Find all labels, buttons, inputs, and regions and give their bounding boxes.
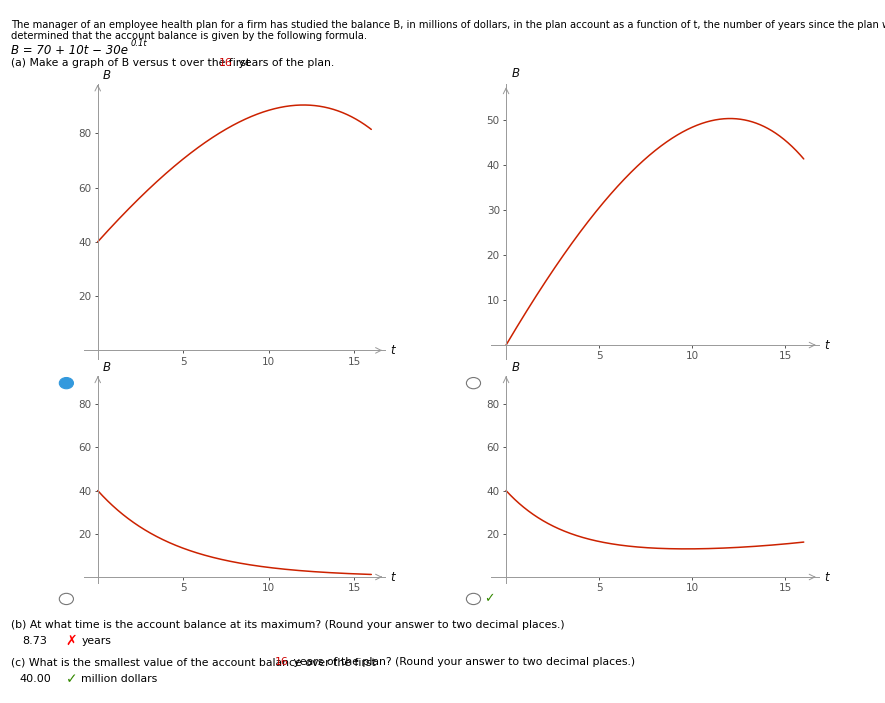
Text: 8.73: 8.73 [22,636,48,646]
Text: $t$: $t$ [390,344,397,357]
Text: $B$: $B$ [102,69,111,82]
Text: (a) Make a graph of B versus t over the first: (a) Make a graph of B versus t over the … [11,58,253,68]
Text: B = 70 + 10t − 30e: B = 70 + 10t − 30e [11,44,127,57]
Text: determined that the account balance is given by the following formula.: determined that the account balance is g… [11,31,366,41]
Text: 16: 16 [275,657,289,667]
Text: ✓: ✓ [484,593,495,605]
Text: $t$: $t$ [390,571,397,583]
Text: The manager of an employee health plan for a firm has studied the balance B, in : The manager of an employee health plan f… [11,20,885,30]
Text: $t$: $t$ [824,339,831,352]
Text: ✗: ✗ [65,634,77,648]
Text: 40.00: 40.00 [19,674,50,684]
Text: $B$: $B$ [102,361,111,374]
Text: 16: 16 [219,58,233,68]
Text: $t$: $t$ [824,571,831,583]
Text: (b) At what time is the account balance at its maximum? (Round your answer to tw: (b) At what time is the account balance … [11,620,565,630]
Text: $B$: $B$ [511,361,520,374]
Text: years of the plan? (Round your answer to two decimal places.): years of the plan? (Round your answer to… [290,657,635,667]
Text: million dollars: million dollars [81,674,158,684]
Text: years: years [81,636,112,646]
Text: (c) What is the smallest value of the account balance over the first: (c) What is the smallest value of the ac… [11,657,379,667]
Text: ✓: ✓ [65,672,77,686]
Text: years of the plan.: years of the plan. [235,58,334,68]
Text: 0.1t: 0.1t [131,39,148,49]
Text: $B$: $B$ [511,67,520,80]
